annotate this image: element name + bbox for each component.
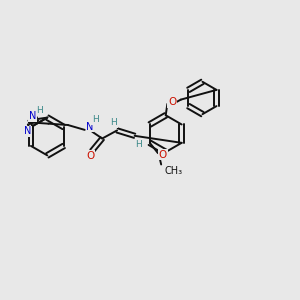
Text: N: N: [86, 122, 94, 132]
Text: N: N: [29, 111, 36, 121]
Text: H: H: [92, 115, 99, 124]
Text: O: O: [159, 150, 167, 160]
Text: O: O: [168, 97, 176, 107]
Text: O: O: [86, 151, 94, 161]
Text: CH₃: CH₃: [165, 166, 183, 176]
Text: H: H: [36, 106, 43, 115]
Text: H: H: [135, 140, 142, 149]
Text: H: H: [110, 118, 117, 127]
Text: N: N: [24, 126, 32, 136]
